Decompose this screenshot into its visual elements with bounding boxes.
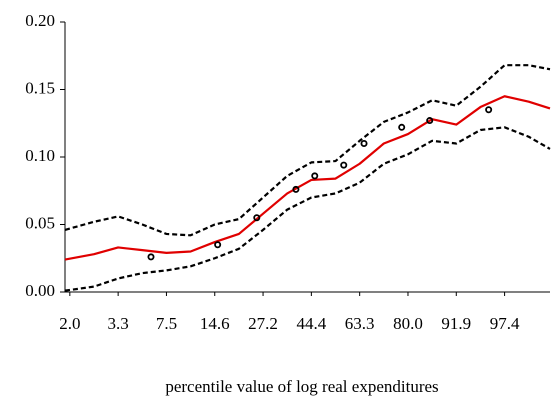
data-point [214,241,222,249]
x-tick-label: 14.6 [200,314,230,333]
confidence-band [64,126,551,292]
y-tick-label: 0.15 [25,78,55,97]
estimate-line [64,95,551,261]
data-point [311,172,319,180]
x-tick-label: 80.0 [393,314,423,333]
data-point [340,161,348,169]
x-tick-label: 97.4 [490,314,520,333]
y-tick-label: 0.00 [25,281,55,300]
data-point [292,185,300,193]
data-point [147,253,155,261]
x-axis-label: percentile value of log real expenditure… [165,377,438,396]
x-tick-label: 3.3 [108,314,129,333]
data-point [426,117,434,125]
data-point [485,106,493,114]
confidence-band [64,64,551,237]
x-tick-label: 7.5 [156,314,177,333]
y-tick-label: 0.10 [25,146,55,165]
data-point [360,139,368,147]
y-tick-label: 0.05 [25,213,55,232]
data-point [253,214,261,222]
x-tick-label: 91.9 [441,314,471,333]
x-tick-label: 27.2 [248,314,278,333]
y-tick-label: 0.20 [25,11,55,30]
x-tick-label: 44.4 [296,314,326,333]
data-point [398,123,406,131]
x-tick-label: 63.3 [345,314,375,333]
x-tick-label: 2.0 [59,314,80,333]
